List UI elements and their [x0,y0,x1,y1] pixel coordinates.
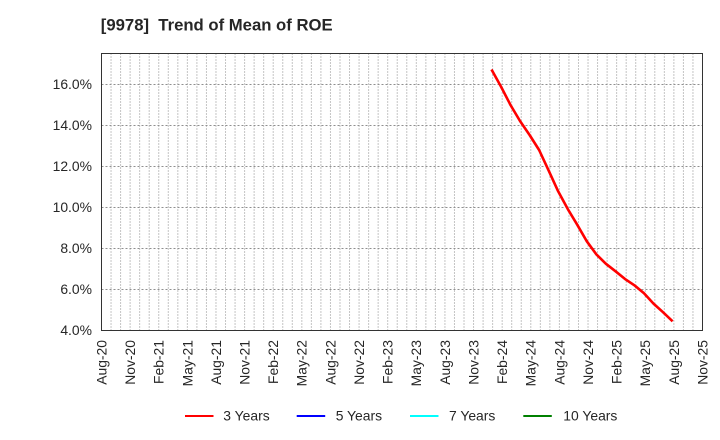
svg-text:May-22: May-22 [294,340,310,387]
svg-text:5 Years: 5 Years [336,408,382,424]
svg-text:Feb-21: Feb-21 [151,340,167,384]
svg-text:May-24: May-24 [523,340,539,387]
svg-text:Feb-23: Feb-23 [380,340,396,384]
svg-text:Feb-22: Feb-22 [265,340,281,384]
svg-text:May-23: May-23 [408,340,424,387]
svg-text:8.0%: 8.0% [60,240,92,256]
svg-text:Aug-25: Aug-25 [666,340,682,385]
svg-text:Aug-24: Aug-24 [551,340,567,385]
svg-text:3 Years: 3 Years [223,408,269,424]
svg-text:6.0%: 6.0% [60,281,92,297]
svg-text:Aug-21: Aug-21 [208,340,224,385]
svg-text:10 Years: 10 Years [563,408,617,424]
svg-text:Nov-21: Nov-21 [237,340,253,385]
svg-text:[9978] Trend of Mean of ROE: [9978] Trend of Mean of ROE [101,16,333,35]
svg-text:12.0%: 12.0% [53,158,92,174]
svg-text:16.0%: 16.0% [53,76,92,92]
svg-text:7 Years: 7 Years [449,408,495,424]
svg-text:Nov-23: Nov-23 [465,340,481,385]
svg-text:May-21: May-21 [179,340,195,387]
svg-text:Aug-22: Aug-22 [322,340,338,385]
svg-text:Nov-25: Nov-25 [694,340,710,385]
svg-text:Nov-24: Nov-24 [580,340,596,385]
svg-text:Feb-24: Feb-24 [494,340,510,384]
svg-text:14.0%: 14.0% [53,117,92,133]
svg-text:Nov-20: Nov-20 [122,340,138,385]
svg-text:4.0%: 4.0% [60,322,92,338]
svg-text:Aug-23: Aug-23 [437,340,453,385]
svg-text:Aug-20: Aug-20 [93,340,109,385]
svg-text:10.0%: 10.0% [53,199,92,215]
svg-text:May-25: May-25 [637,340,653,387]
svg-text:Feb-25: Feb-25 [609,340,625,384]
svg-text:Nov-22: Nov-22 [351,340,367,385]
